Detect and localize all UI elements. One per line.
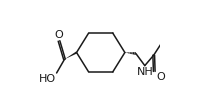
Text: O: O [157,72,165,82]
Text: NH: NH [137,67,153,77]
Polygon shape [64,52,77,59]
Text: HO: HO [39,74,56,84]
Text: O: O [54,30,63,40]
